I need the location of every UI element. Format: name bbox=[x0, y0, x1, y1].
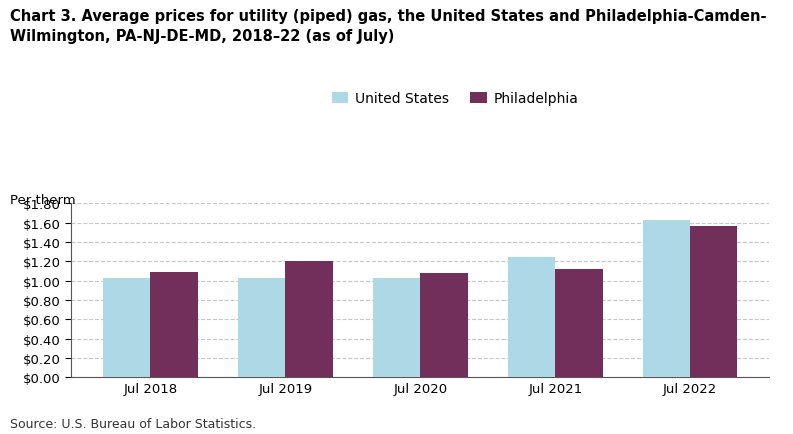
Text: Source: U.S. Bureau of Labor Statistics.: Source: U.S. Bureau of Labor Statistics. bbox=[10, 417, 256, 430]
Text: Per therm: Per therm bbox=[10, 193, 76, 206]
Bar bbox=[690, 226, 737, 378]
Bar bbox=[420, 273, 468, 378]
Bar bbox=[643, 220, 690, 378]
Bar bbox=[238, 278, 285, 378]
Legend: United States, Philadelphia: United States, Philadelphia bbox=[329, 89, 581, 109]
Bar bbox=[151, 273, 197, 378]
Bar bbox=[555, 270, 603, 378]
Bar bbox=[103, 278, 151, 378]
Text: Chart 3. Average prices for utility (piped) gas, the United States and Philadelp: Chart 3. Average prices for utility (pip… bbox=[10, 9, 767, 43]
Bar bbox=[508, 257, 555, 378]
Bar bbox=[373, 278, 420, 378]
Bar bbox=[285, 262, 332, 378]
